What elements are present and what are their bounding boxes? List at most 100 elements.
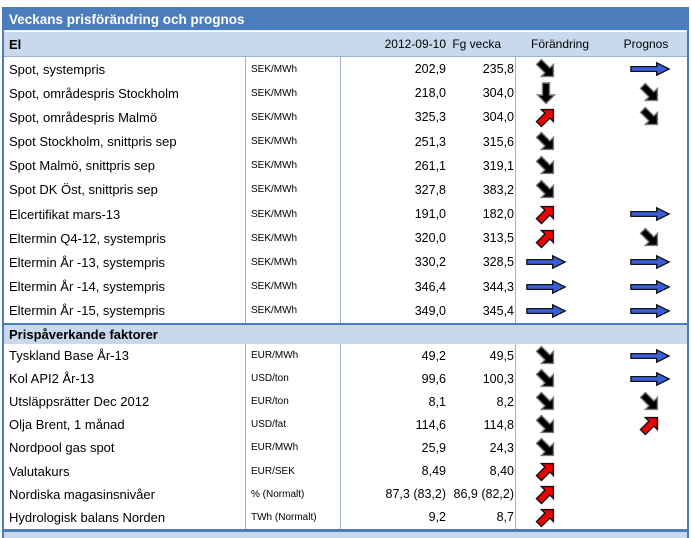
row-unit: SEK/MWh (251, 305, 298, 317)
forecast-arrow-cell (618, 275, 682, 299)
forecast-arrow-cell (618, 154, 682, 178)
change-arrow-cell (515, 299, 577, 323)
table-row: Eltermin År -13, systempris SEK/MWh 330,2 3… (4, 250, 687, 274)
change-arrow-cell (515, 178, 577, 202)
value-previous: 383,2 (482, 182, 514, 197)
row-label: Spot, områdespris Stockholm (9, 85, 179, 101)
change-arrow-cell (515, 436, 577, 459)
row-unit: SEK/MWh (251, 111, 298, 123)
table-row: Eltermin Q4-12, systempris SEK/MWh 320,0 31… (4, 226, 687, 250)
down-arrow-icon (637, 104, 663, 130)
forecast-arrow-cell (618, 413, 682, 436)
column-divider (515, 344, 516, 529)
value-current: 8,1 (428, 394, 446, 409)
flat-arrow-icon (629, 348, 671, 364)
up-arrow-icon (533, 458, 559, 484)
row-label: Nordpool gas spot (9, 440, 115, 456)
value-previous: 304,0 (482, 110, 514, 125)
value-current: 8,49 (421, 464, 446, 479)
down-arrow-icon (533, 435, 559, 461)
forecast-arrow-cell (618, 367, 682, 390)
value-previous: 49,5 (489, 348, 514, 363)
up-arrow-icon (533, 225, 559, 251)
down-arrow-icon (533, 412, 559, 438)
row-unit: SEK/MWh (251, 208, 298, 220)
row-unit: SEK/MWh (251, 232, 298, 244)
table-row: Spot Malmö, snittpris sep SEK/MWh 261,1 319… (4, 154, 687, 178)
row-label: Kol API2 År-13 (9, 371, 95, 387)
table-row: Olja Brent, 1 månad USD/fat 114,6 114,8 (4, 413, 687, 436)
table-title: Veckans prisförändring och prognos (4, 9, 687, 31)
value-current: 191,0 (414, 207, 446, 222)
flat-arrow-icon (629, 279, 671, 295)
change-arrow-cell (515, 57, 577, 81)
change-arrow-cell (515, 275, 577, 299)
column-header-date: 2012-09-10 (384, 37, 446, 51)
change-arrow-cell (515, 413, 577, 436)
forecast-arrow-cell (618, 459, 682, 482)
row-label: Utsläppsrätter Dec 2012 (9, 394, 150, 410)
forecast-arrow-cell (618, 81, 682, 105)
down-arrow-icon (533, 389, 559, 415)
flat-arrow-icon (629, 303, 671, 319)
value-previous: 345,4 (482, 303, 514, 318)
row-label: Eltermin År -15, systempris (9, 303, 166, 319)
row-label: Eltermin Q4-12, systempris (9, 230, 166, 246)
value-current: 330,2 (414, 255, 446, 270)
value-previous: 8,2 (496, 394, 514, 409)
row-label: Spot Malmö, snittpris sep (9, 158, 155, 174)
value-previous: 24,3 (489, 440, 514, 455)
value-previous: 315,6 (482, 134, 514, 149)
value-previous: 8,40 (489, 464, 514, 479)
flat-arrow-icon (629, 254, 671, 270)
column-header-row: El 2012-09-10 Fg vecka Förändring Progno… (4, 32, 687, 57)
change-arrow-cell (515, 390, 577, 413)
table-row: Kol API2 År-13 USD/ton 99,6 100,3 (4, 367, 687, 390)
row-label: Spot Stockholm, snittpris sep (9, 134, 177, 150)
table-row: Nordpool gas spot EUR/MWh 25,9 24,3 (4, 436, 687, 459)
down-arrow-icon (533, 343, 559, 369)
value-current: 49,2 (421, 348, 446, 363)
up-arrow-icon (637, 412, 663, 438)
change-arrow-cell (515, 226, 577, 250)
row-unit: SEK/MWh (251, 184, 298, 196)
row-unit: EUR/ton (251, 396, 289, 408)
section-el-body: Spot, systempris SEK/MWh 202,9 235,8 Spot, o… (4, 57, 687, 323)
up-arrow-icon (533, 504, 559, 530)
change-arrow-cell (515, 344, 577, 367)
forecast-arrow-cell (618, 226, 682, 250)
row-label: Nordiska magasinsnivåer (9, 486, 155, 502)
column-divider (245, 57, 246, 323)
down-arrow-icon (637, 225, 663, 251)
row-unit: USD/ton (251, 373, 289, 385)
value-previous: 8,7 (496, 510, 514, 525)
row-unit: SEK/MWh (251, 87, 298, 99)
value-previous: 100,3 (482, 371, 514, 386)
value-previous: 319,1 (482, 158, 514, 173)
next-section-partial-strip (4, 532, 687, 538)
column-divider (340, 344, 341, 529)
value-current: 25,9 (421, 440, 446, 455)
price-table: Veckans prisförändring och prognos El 20… (2, 7, 689, 538)
row-label: Spot DK Öst, snittpris sep (9, 182, 158, 198)
change-arrow-cell (515, 81, 577, 105)
change-arrow-cell (515, 459, 577, 482)
value-previous: 182,0 (482, 207, 514, 222)
change-arrow-cell (515, 483, 577, 506)
flat-arrow-icon (629, 206, 671, 222)
column-header-change: Förändring (530, 37, 590, 51)
change-arrow-cell (515, 202, 577, 226)
value-previous: 313,5 (482, 231, 514, 246)
value-current: 325,3 (414, 110, 446, 125)
row-label: Hydrologisk balans Norden (9, 509, 166, 525)
row-label: Valutakurs (9, 463, 70, 479)
forecast-arrow-cell (618, 57, 682, 81)
row-unit: % (Normalt) (251, 488, 305, 500)
table-row: Elcertifikat mars-13 SEK/MWh 191,0 182,0 (4, 202, 687, 226)
table-row: Spot, områdespris Stockholm SEK/MWh 218,0 3… (4, 81, 687, 105)
forecast-arrow-cell (618, 105, 682, 129)
forecast-arrow-cell (618, 202, 682, 226)
up-arrow-icon (533, 481, 559, 507)
down-arrow-icon (533, 129, 559, 155)
column-header-forecast: Prognos (623, 37, 669, 51)
